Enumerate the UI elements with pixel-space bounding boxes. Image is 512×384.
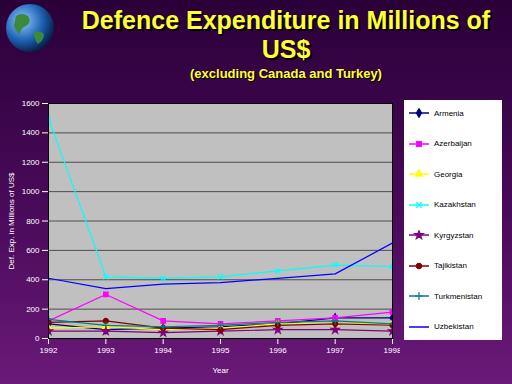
svg-text:Def. Exp. in Millions of US$: Def. Exp. in Millions of US$ xyxy=(7,172,16,269)
svg-text:Year: Year xyxy=(212,366,229,375)
svg-text:1000: 1000 xyxy=(22,187,40,196)
html-text:Kyrgyzstan: Kyrgyzstan xyxy=(434,230,474,240)
svg-text:1992: 1992 xyxy=(40,346,58,355)
svg-text:1998: 1998 xyxy=(384,346,400,355)
svg-text:1993: 1993 xyxy=(97,346,115,355)
html-text:Azerbaijan: Azerbaijan xyxy=(434,139,472,149)
html-text:Defence Expenditure in Million: Defence Expenditure in Millions of US$ xyxy=(81,6,491,63)
html-text:Armenia: Armenia xyxy=(434,108,464,118)
svg-text:1997: 1997 xyxy=(326,346,344,355)
svg-text:1400: 1400 xyxy=(22,128,40,137)
html-text:Tajikistan: Tajikistan xyxy=(434,261,467,271)
html-text:Georgia: Georgia xyxy=(434,169,463,179)
html-text:Kazakhstan: Kazakhstan xyxy=(434,200,476,210)
html-text:Uzbekistan: Uzbekistan xyxy=(434,322,474,332)
html-text:Turkmenistan: Turkmenistan xyxy=(434,291,483,301)
svg-text:800: 800 xyxy=(26,217,40,226)
svg-text:0: 0 xyxy=(35,334,40,343)
svg-text:600: 600 xyxy=(26,246,40,255)
svg-text:1996: 1996 xyxy=(269,346,287,355)
svg-text:1600: 1600 xyxy=(22,99,40,108)
svg-text:1200: 1200 xyxy=(22,158,40,167)
svg-text:1995: 1995 xyxy=(212,346,230,355)
html-text:(excluding Canada and Turkey): (excluding Canada and Turkey) xyxy=(190,66,382,81)
svg-text:1994: 1994 xyxy=(154,346,172,355)
svg-text:200: 200 xyxy=(26,305,40,314)
svg-text:400: 400 xyxy=(26,275,40,284)
